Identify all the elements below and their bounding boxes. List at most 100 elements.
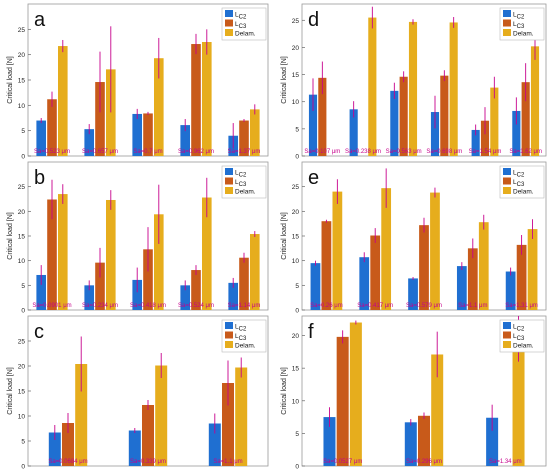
bar-b-4-2 [250, 234, 260, 310]
bar-a-3-1 [191, 44, 201, 156]
legend-swatch [225, 331, 233, 339]
chart-panel-d: 0 5 10 15 20 25 Critical load [N] d Sa=0.107 μm S… [281, 3, 547, 161]
y-tick-label: 20 [292, 209, 300, 216]
legend-label: LC2 [235, 324, 247, 333]
x-tick-label: Sa=0.238 μm [345, 149, 381, 155]
y-tick-label: 5 [295, 283, 299, 290]
chart-panel-c: 0 5 10 15 20 25 Critical load [N] c Sa=0.0684 μm… [7, 315, 269, 471]
legend-label: Delam. [235, 189, 256, 196]
bar-a-1-1 [95, 82, 105, 156]
bar-e-2-2 [430, 192, 440, 310]
x-tick-label: Sa=0.107 μm [304, 149, 340, 155]
legend-label: Delam. [513, 189, 534, 196]
panel-letter: f [308, 321, 314, 343]
legend-label: Delam. [235, 31, 256, 38]
bar-f-1-0 [404, 422, 417, 466]
panel-letter: b [34, 167, 45, 189]
bar-d-0-0 [308, 94, 318, 156]
legend-label: LC3 [513, 179, 525, 188]
bar-a-2-1 [143, 113, 153, 156]
bar-e-0-2 [332, 191, 343, 310]
x-tick-label: Sa=0.418 μm [130, 303, 166, 309]
bar-b-2-1 [143, 249, 153, 310]
y-tick-label: 20 [18, 209, 26, 216]
bar-d-5-1 [521, 82, 530, 156]
bar-a-1-0 [84, 129, 94, 156]
legend-label: LC2 [513, 170, 525, 179]
legend-label: Delam. [513, 31, 534, 38]
legend-label: Delam. [513, 343, 534, 350]
x-tick-label: Sa=1.34 μm [489, 459, 522, 465]
y-tick-label: 10 [292, 99, 300, 106]
bar-a-0-2 [58, 46, 68, 157]
bar-e-0-1 [321, 221, 332, 310]
legend-label: LC3 [513, 333, 525, 342]
bar-a-3-0 [180, 125, 190, 156]
legend-swatch [225, 177, 233, 185]
bar-d-2-0 [390, 90, 399, 156]
bar-c-1-2 [155, 365, 168, 466]
bar-e-1-2 [381, 188, 392, 310]
bar-e-4-2 [527, 229, 538, 310]
bar-e-3-1 [467, 248, 478, 310]
bar-a-4-1 [239, 120, 249, 156]
y-axis-label: Critical load [N] [281, 212, 288, 260]
bar-e-4-1 [516, 244, 527, 310]
x-tick-label: Sa=0.7 μm [133, 149, 162, 155]
bar-c-0-1 [62, 423, 74, 466]
x-tick-label: Sa=0.0901 μm [32, 303, 71, 309]
legend-swatch [225, 168, 233, 175]
legend-swatch [225, 29, 233, 36]
x-tick-label: Sa=1.14 μm [228, 303, 261, 309]
x-tick-label: Sa=0.698 μm [426, 149, 462, 155]
bar-b-4-0 [228, 282, 238, 310]
y-tick-label: 20 [18, 364, 26, 371]
bar-a-4-2 [250, 109, 260, 156]
y-tick-label: 5 [295, 431, 299, 438]
y-tick-label: 20 [292, 333, 300, 340]
bar-a-1-2 [106, 69, 116, 156]
y-axis-label: Critical load [N] [7, 367, 14, 415]
legend-swatch [503, 331, 511, 339]
bar-d-5-0 [512, 110, 521, 156]
x-tick-label: Sa=1.54 μm [469, 149, 502, 155]
y-tick-label: 5 [21, 128, 25, 135]
bar-e-2-0 [408, 278, 418, 310]
bar-d-3-2 [449, 22, 458, 157]
bar-f-2-0 [486, 417, 499, 466]
y-tick-label: 10 [18, 103, 26, 110]
y-tick-label: 25 [18, 27, 26, 34]
bar-a-2-2 [154, 58, 164, 156]
panel-letter: c [34, 321, 44, 343]
legend-swatch [225, 322, 233, 329]
x-tick-label: Sa=0.296 μm [406, 459, 442, 465]
legend-label: LC3 [235, 21, 247, 30]
chart-panel-b: 0 5 10 15 20 25 Critical load [N] b Sa=0.0901 μm… [7, 161, 269, 315]
bar-c-1-1 [142, 405, 154, 466]
bar-f-0-2 [349, 322, 362, 466]
bar-d-3-1 [440, 75, 449, 156]
x-tick-label: Sa=0.0684 μm [48, 459, 87, 465]
panel-letter: e [308, 167, 319, 189]
bar-c-0-0 [48, 432, 61, 466]
legend-label: LC2 [235, 170, 247, 179]
bar-f-0-1 [336, 336, 349, 466]
x-tick-label: Sa=0.417 μm [357, 303, 393, 309]
bar-e-4-0 [505, 271, 516, 310]
legend-swatch [225, 341, 233, 348]
y-tick-label: 0 [21, 154, 25, 161]
bar-e-0-0 [310, 263, 321, 310]
legend-label: LC3 [235, 179, 247, 188]
x-tick-label: Sa=1.62 μm [509, 149, 542, 155]
y-tick-label: 0 [295, 464, 299, 471]
legend-swatch [503, 10, 511, 17]
x-tick-label: Sa=0.962 μm [178, 149, 214, 155]
x-tick-label: Sa=1.37 μm [228, 149, 261, 155]
y-tick-label: 20 [292, 45, 300, 52]
legend-swatch [225, 10, 233, 17]
y-tick-label: 25 [18, 184, 26, 191]
x-tick-label: Sa=0.657 μm [82, 149, 118, 155]
legend-swatch [503, 177, 511, 185]
legend-swatch [503, 168, 511, 175]
